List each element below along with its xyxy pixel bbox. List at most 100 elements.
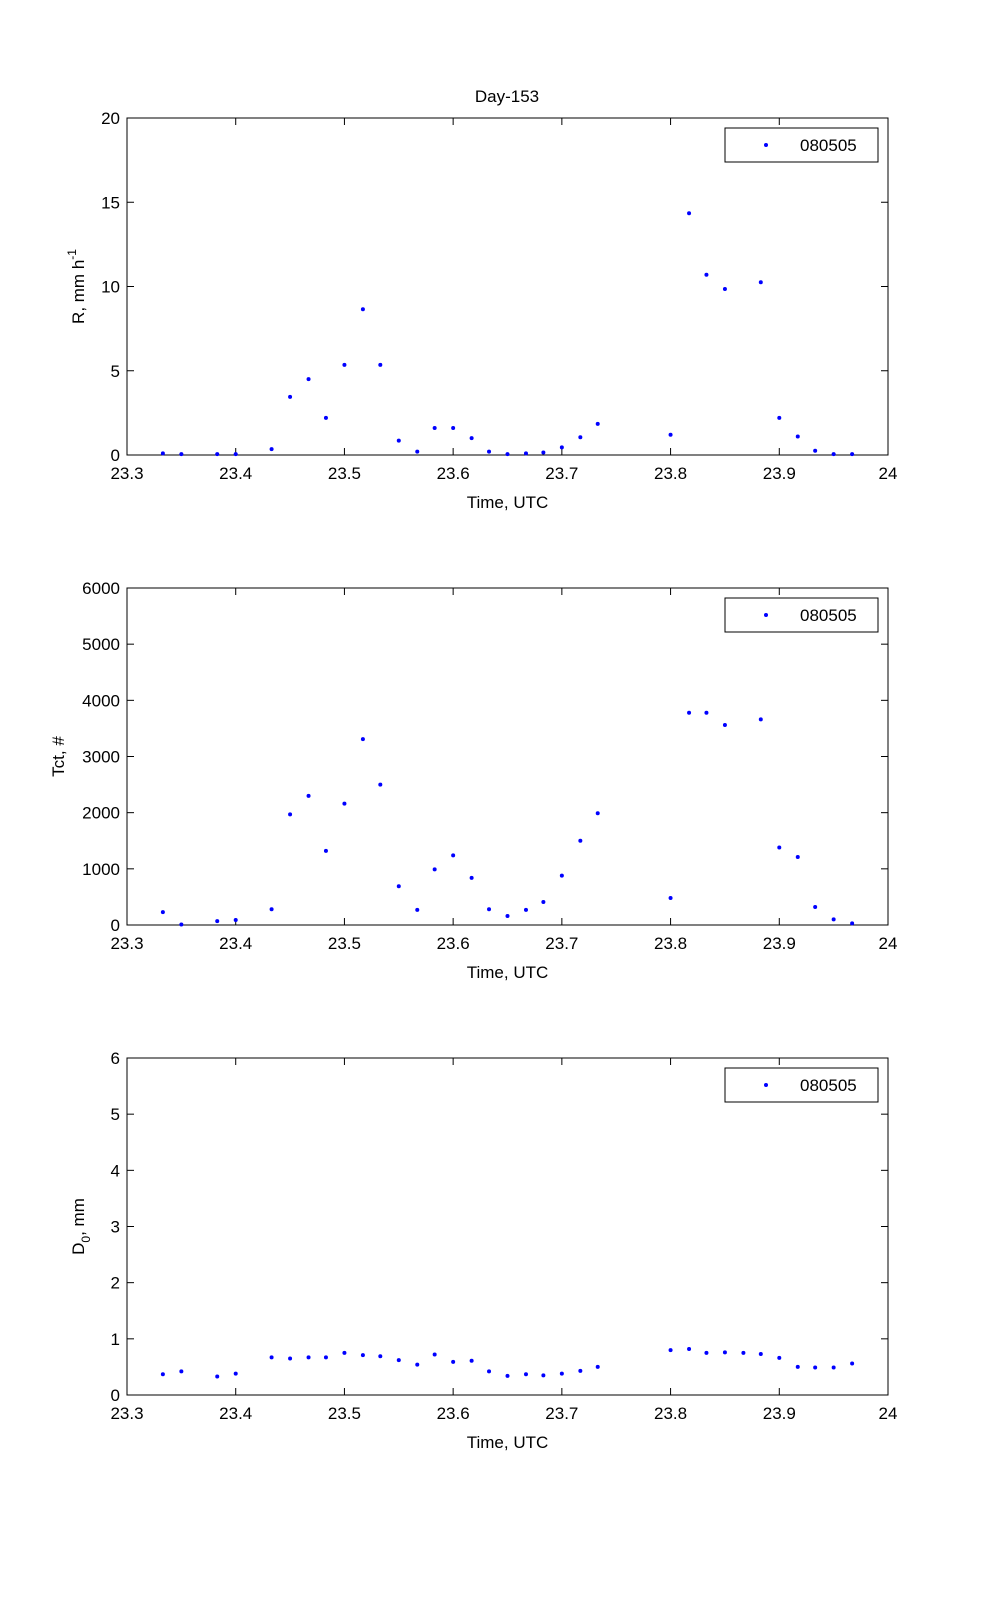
data-point (342, 1350, 347, 1355)
data-point (451, 853, 456, 858)
data-point (378, 362, 383, 367)
x-tick-label: 23.6 (437, 934, 470, 953)
data-point (831, 452, 836, 457)
data-point (578, 435, 583, 440)
y-tick-label: 4 (111, 1161, 120, 1180)
data-point (758, 280, 763, 285)
data-point (758, 717, 763, 722)
subplots: 23.3 23.4 23.5 23.6 23.7 23.8 23.9 2405101520Ti… (49, 109, 897, 1452)
data-point (415, 449, 420, 454)
data-point (378, 782, 383, 787)
x-tick-label: 23.3 (110, 934, 143, 953)
data-point (578, 838, 583, 843)
data-point (541, 1373, 546, 1378)
data-point (741, 1350, 746, 1355)
legend-box (724, 597, 879, 633)
data-point (215, 1374, 220, 1379)
y-axis-label-superscript: -1 (65, 249, 79, 260)
data-point (668, 896, 673, 901)
data-point (269, 1355, 274, 1360)
data-point (850, 1361, 855, 1366)
y-axis-label-main: D (69, 1243, 88, 1255)
data-point (288, 1356, 293, 1361)
data-point (432, 867, 437, 872)
y-tick-label: 15 (101, 193, 120, 212)
data-point (704, 1350, 709, 1355)
legend-label: 080505 (800, 606, 857, 625)
subplot-2: 23.3 23.4 23.5 23.6 23.7 23.8 23.9 24 0 1000 2000 3… (49, 579, 897, 982)
y-tick-label: 0 (111, 446, 120, 465)
y-tick-label: 5 (111, 1105, 120, 1124)
data-point (179, 452, 184, 457)
x-axis-label: Time, UTC (467, 493, 549, 512)
y-tick-label: 0 (111, 1386, 120, 1405)
data-point (160, 451, 165, 456)
data-point (215, 452, 220, 457)
x-tick-label: 23.8 (654, 464, 687, 483)
y-axis-label: D0, mm (69, 1198, 93, 1255)
data-point (523, 1372, 528, 1377)
data-point (559, 873, 564, 878)
figure-title: Day-153 (475, 87, 539, 106)
data-point (306, 1355, 311, 1360)
data-point (360, 1353, 365, 1358)
data-point (505, 452, 510, 457)
data-point (687, 1346, 692, 1351)
data-point (704, 272, 709, 277)
data-point (813, 1365, 818, 1370)
data-point (505, 1373, 510, 1378)
data-point (432, 1352, 437, 1357)
data-point (813, 905, 818, 910)
x-tick-label: 24 (879, 934, 898, 953)
data-point (487, 1369, 492, 1374)
data-point (342, 801, 347, 806)
data-point (451, 426, 456, 431)
data-point (269, 447, 274, 452)
data-point (323, 848, 328, 853)
data-point (215, 919, 220, 924)
data-point (306, 377, 311, 382)
x-tick-label: 23.8 (654, 1404, 687, 1423)
y-tick-label: 5000 (82, 635, 120, 654)
data-point (469, 436, 474, 441)
data-point (396, 438, 401, 443)
x-tick-label: 23.7 (545, 934, 578, 953)
data-point (323, 415, 328, 420)
x-tick-label: 23.9 (763, 934, 796, 953)
subplot-3: 23.3 23.4 23.5 23.6 23.7 23.8 23.9 24 0 1 2 3 4 5 6 Tim… (69, 1049, 897, 1452)
x-tick-label: 23.7 (545, 1404, 578, 1423)
y-tick-label: 1 (111, 1330, 120, 1349)
data-point (233, 452, 238, 457)
legend-marker (764, 143, 768, 147)
y-axis-label: Tct, # (49, 736, 68, 777)
data-point (795, 434, 800, 439)
data-point (360, 307, 365, 312)
data-point (722, 1350, 727, 1355)
data-point (469, 875, 474, 880)
data-point (795, 1364, 800, 1369)
data-point (288, 394, 293, 399)
data-point (469, 1358, 474, 1363)
x-tick-label: 23.7 (545, 464, 578, 483)
y-tick-label: 6000 (82, 579, 120, 598)
data-point (850, 921, 855, 926)
data-point (541, 899, 546, 904)
data-point (505, 914, 510, 919)
data-point (415, 1362, 420, 1367)
x-tick-label: 24 (879, 1404, 898, 1423)
x-tick-label: 23.4 (219, 934, 252, 953)
x-tick-label: 23.5 (328, 1404, 361, 1423)
y-tick-label: 0 (111, 916, 120, 935)
legend-marker (764, 1083, 768, 1087)
data-point (269, 907, 274, 912)
x-axis-label: Time, UTC (467, 1433, 549, 1452)
x-tick-label: 23.3 (110, 1404, 143, 1423)
y-tick-label: 3 (111, 1218, 120, 1237)
data-point (179, 922, 184, 927)
data-point (523, 907, 528, 912)
data-point (777, 415, 782, 420)
data-point (523, 451, 528, 456)
data-point (777, 1355, 782, 1360)
